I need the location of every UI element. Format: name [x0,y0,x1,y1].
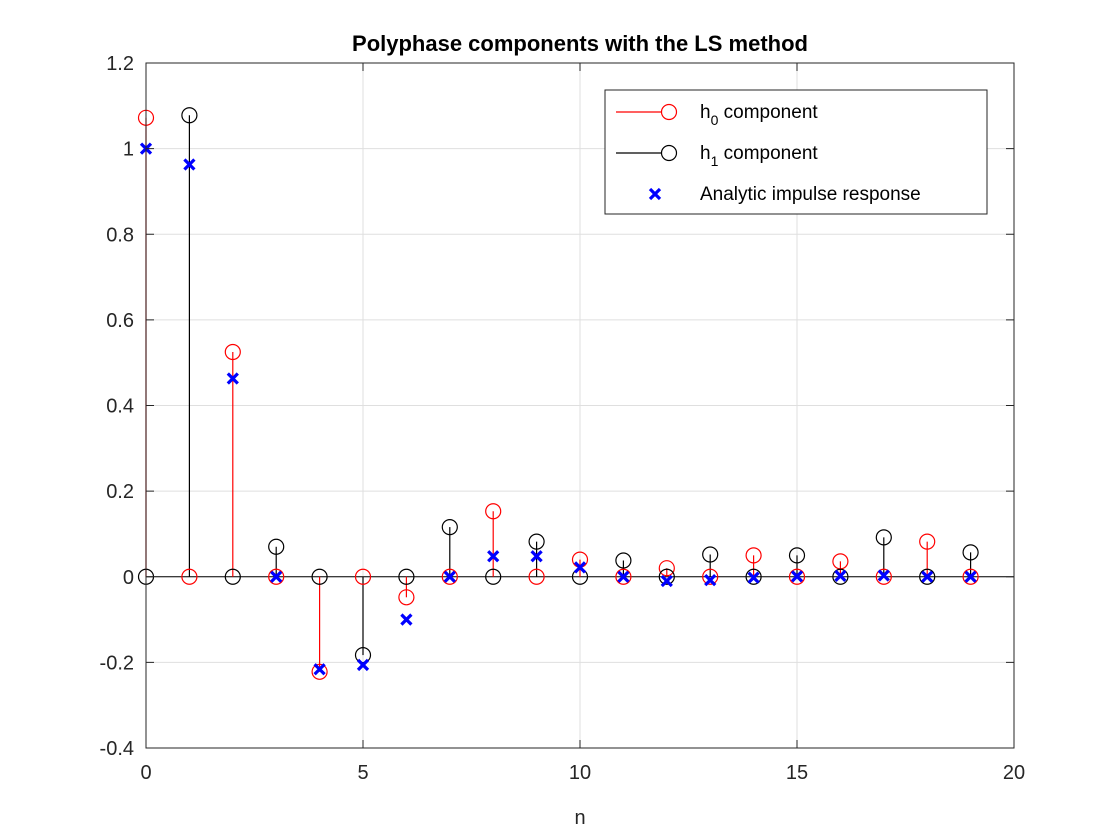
stem-marker [745,547,762,564]
y-tick-label: 0.6 [106,310,134,332]
stem-marker [702,568,719,585]
x-marker [313,663,326,676]
x-marker [443,570,456,583]
stem-marker [788,547,806,564]
y-tick-label: 1.2 [106,53,134,75]
legend-label-main: h [700,143,711,164]
x-marker [877,569,890,582]
legend-label-subscript: 1 [711,153,719,169]
stem-marker [354,568,372,585]
x-marker [617,570,630,583]
legend-marker [660,103,678,121]
stem-marker [919,533,936,550]
legend-label-rest: component [718,143,818,164]
x-marker [790,570,804,583]
legend-label-main: Analytic impulse response [700,184,921,205]
stem-marker [615,568,632,585]
x-tick-label: 15 [786,762,808,784]
stem-marker [224,568,241,585]
y-tick-label: 0.8 [106,224,134,246]
x-marker [183,158,196,171]
y-tick-label: 1 [123,139,134,161]
x-marker [226,372,239,385]
stem-marker [919,568,936,585]
stem-marker [181,107,198,124]
stem-marker [832,568,849,585]
x-marker [530,550,543,563]
legend-label-main: h [700,102,711,123]
legend-label: h0 component [700,102,818,128]
stem-marker [311,568,328,585]
legend-label: h1 component [700,143,818,169]
stem-marker [875,568,892,585]
stem-marker [441,518,458,536]
stem-marker [441,568,458,585]
y-tick-label: 0 [123,567,134,589]
x-marker [573,561,587,574]
stem-marker [702,546,719,563]
x-tick-label: 20 [1003,762,1025,784]
stem-marker [485,503,502,520]
x-marker [400,613,413,626]
stem-marker [268,568,285,585]
x-marker [834,569,847,583]
y-tick-label: -0.2 [100,652,134,674]
legend-label-subscript: 0 [711,112,719,128]
stem-marker [962,544,979,561]
stem-marker [788,568,806,585]
stem-marker [398,589,415,606]
stem-marker [224,343,241,361]
x-marker [921,570,934,583]
stem-marker [658,560,675,577]
stem-marker [398,568,415,585]
stem-marker [528,533,545,550]
x-axis-label: n [574,807,585,829]
stem-marker [485,568,502,585]
legend-marker [660,144,678,162]
stem-marker [615,552,632,569]
x-marker [964,570,977,583]
x-marker [704,574,717,587]
stem-marker [875,529,892,546]
stem-marker [745,568,762,585]
y-tick-label: -0.4 [100,738,134,760]
stem-marker [181,568,198,585]
stem-marker [311,663,328,680]
stem-marker [268,538,285,555]
x-marker [356,658,370,672]
x-marker [660,574,673,588]
stem-marker [354,646,372,664]
x-marker [747,571,760,584]
stem-marker [658,568,675,585]
y-tick-label: 0.4 [106,396,134,418]
legend-label: Analytic impulse response [700,184,921,205]
x-marker [270,570,283,583]
stem-marker [528,568,545,585]
x-marker [487,550,500,563]
legend-marker [648,187,662,201]
chart-title: Polyphase components with the LS method [352,31,808,56]
x-tick-label: 0 [140,762,151,784]
x-tick-label: 10 [569,762,591,784]
y-tick-label: 0.2 [106,481,134,503]
x-tick-label: 5 [357,762,368,784]
legend-label-rest: component [718,102,818,123]
stem-marker [962,568,979,585]
